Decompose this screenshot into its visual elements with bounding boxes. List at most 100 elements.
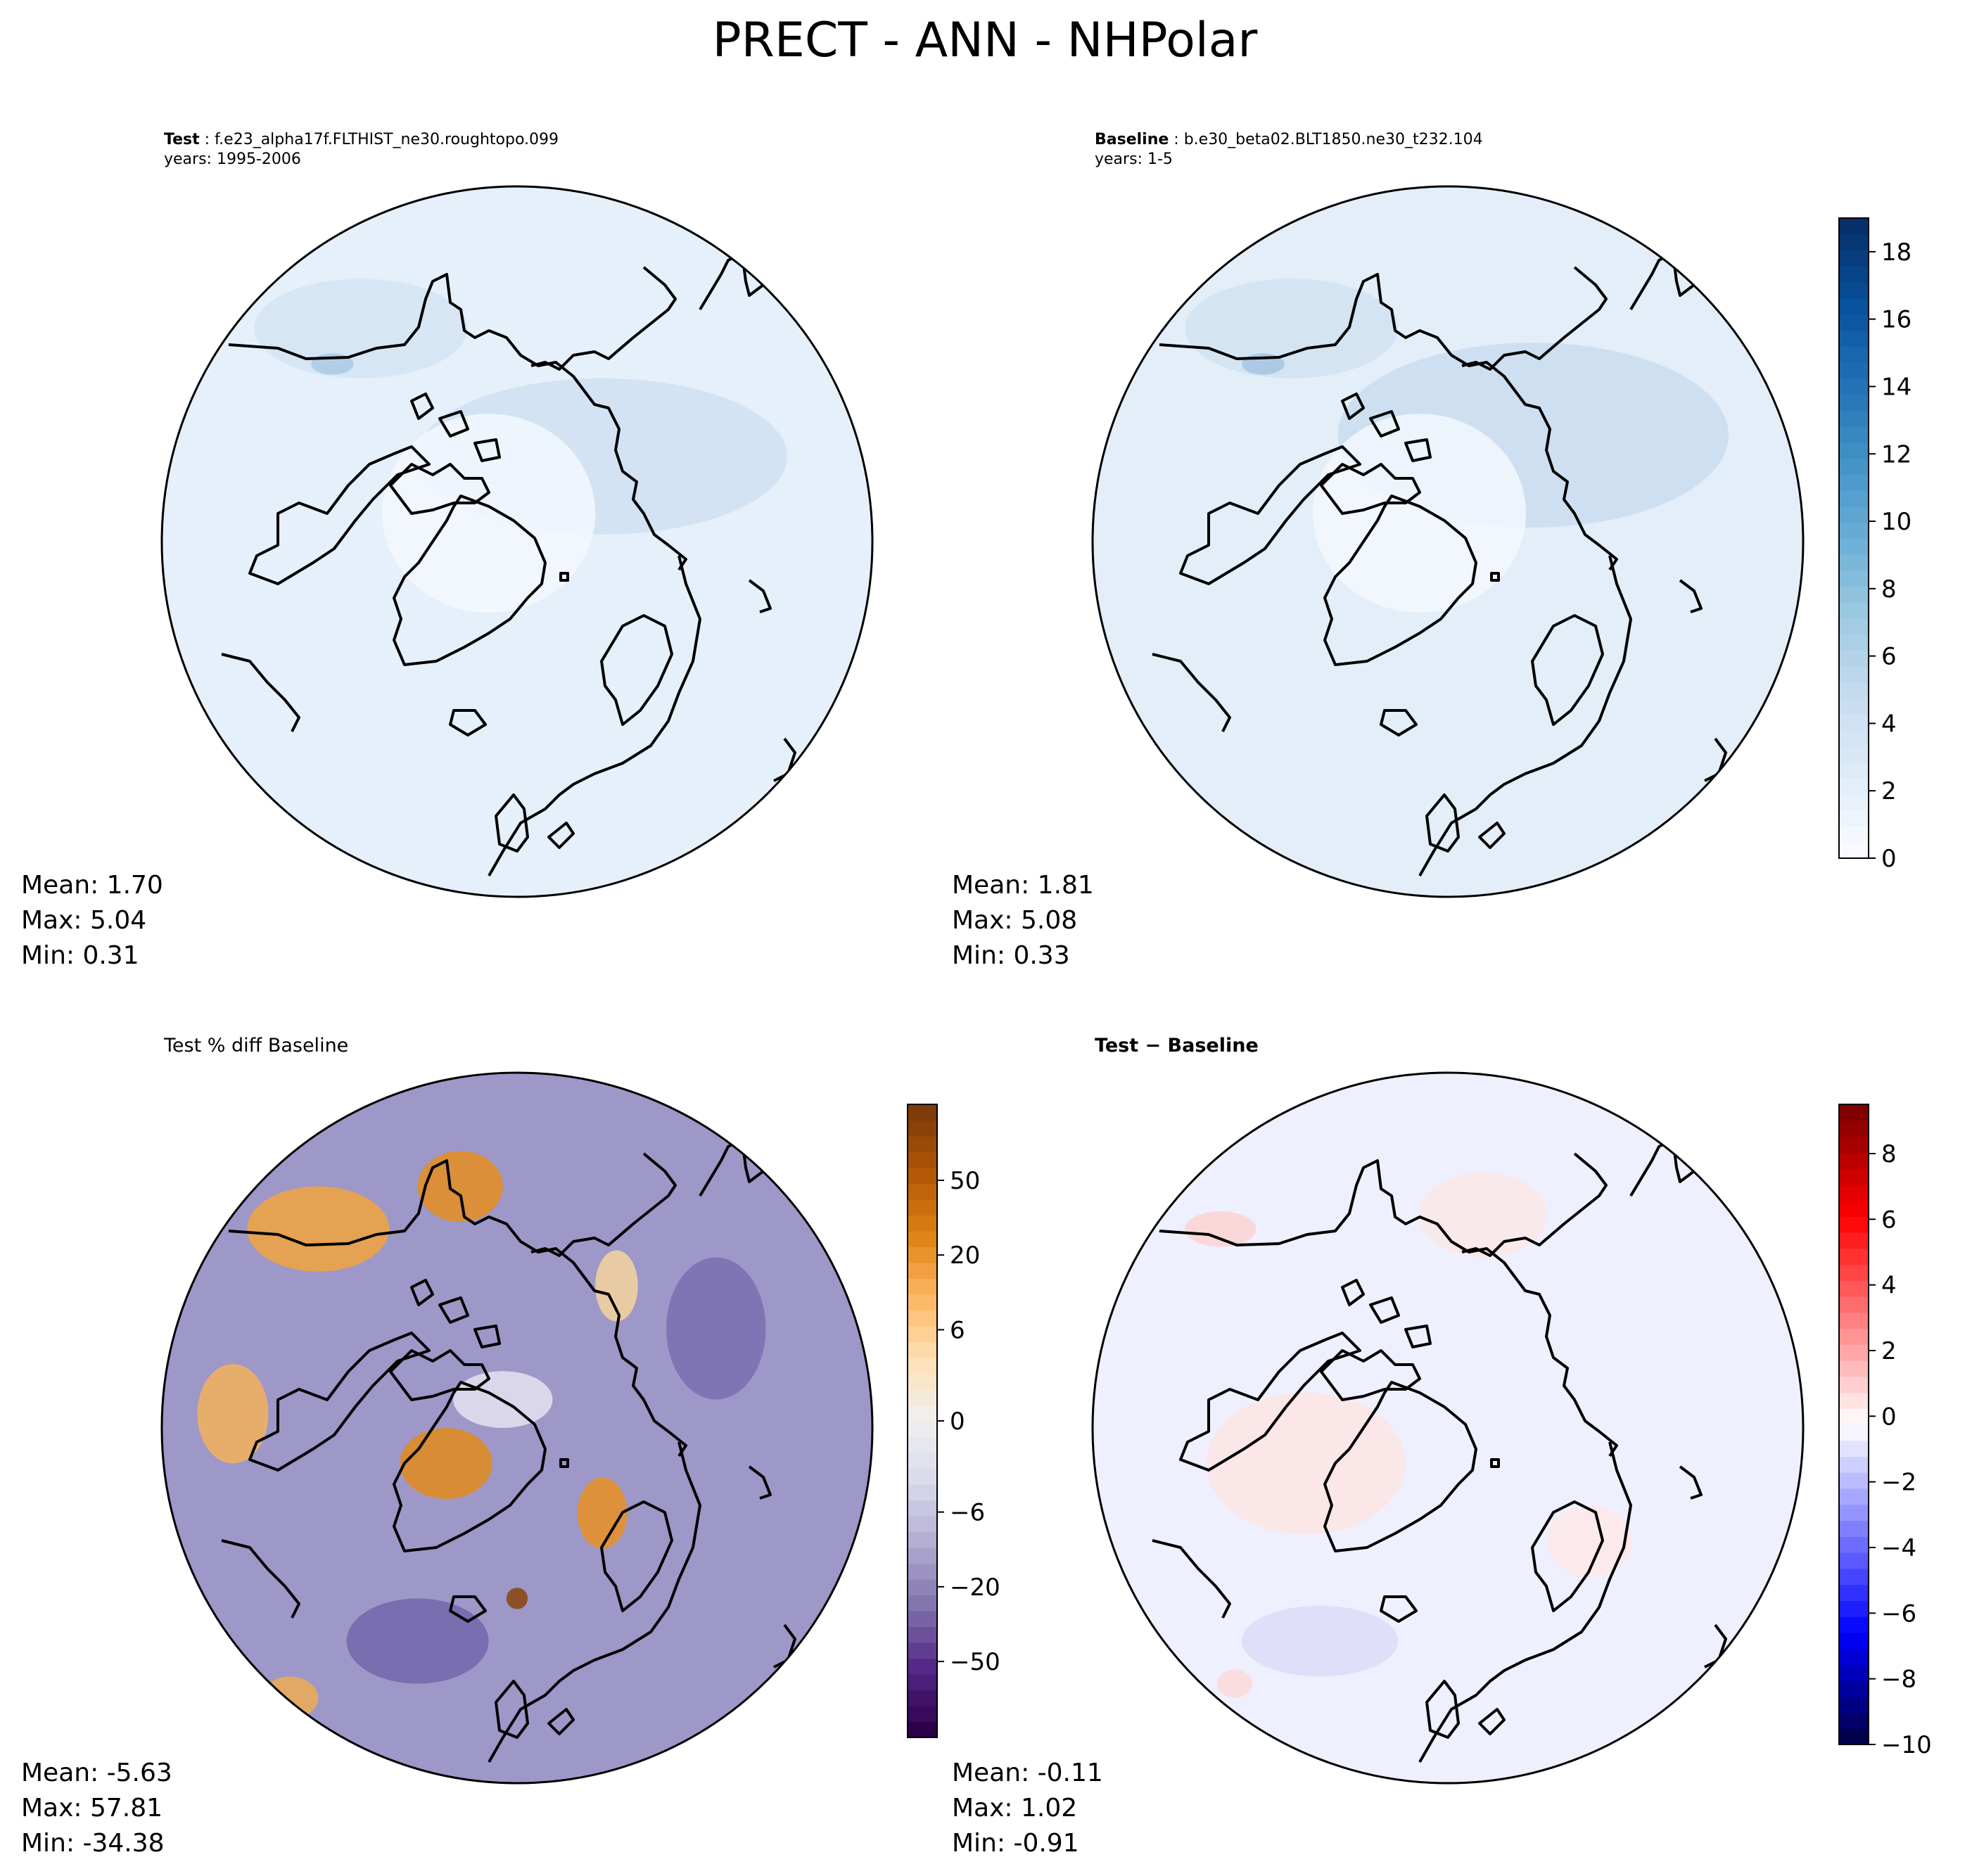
colorbar-level bbox=[1839, 1264, 1869, 1281]
colorbar-level bbox=[1839, 602, 1869, 619]
colorbar-level bbox=[908, 1626, 937, 1643]
panel-title-baseline: Baseline : b.e30_beta02.BLT1850.ne30_t23… bbox=[1095, 131, 1483, 148]
field-patch bbox=[577, 1477, 628, 1549]
field-patch bbox=[247, 1186, 390, 1272]
colorbar-level bbox=[1839, 1568, 1869, 1585]
map-boundary bbox=[160, 1071, 874, 1785]
field-patch bbox=[1547, 1506, 1633, 1578]
colorbar-level bbox=[1839, 1152, 1869, 1169]
colorbar-level bbox=[908, 1579, 937, 1596]
colorbar-level bbox=[1839, 266, 1869, 283]
colorbar-level bbox=[1839, 1408, 1869, 1425]
colorbar-level bbox=[1839, 650, 1869, 667]
colorbar-level bbox=[1839, 1664, 1869, 1681]
figure-title: PRECT - ANN - NHPolar bbox=[713, 13, 1258, 68]
colorbar-level bbox=[1839, 1712, 1869, 1729]
colorbar-level bbox=[1839, 282, 1869, 299]
colorbar-tick-label: 8 bbox=[1881, 1140, 1897, 1168]
panel-title-diff: Test − Baseline bbox=[1095, 1035, 1259, 1057]
colorbar-tick-label: 4 bbox=[1881, 1272, 1897, 1300]
colorbar-level bbox=[1839, 1104, 1869, 1121]
colorbar-level bbox=[908, 1136, 937, 1153]
colorbar-level bbox=[1839, 810, 1869, 827]
colorbar-level bbox=[1839, 490, 1869, 507]
colorbar-level bbox=[908, 1104, 937, 1121]
colorbar-level bbox=[908, 1468, 937, 1485]
colorbar-frame bbox=[1838, 1104, 1869, 1745]
colorbar-tick-label: 6 bbox=[1881, 643, 1897, 671]
field-patch bbox=[346, 1598, 489, 1684]
stat-max-diff: Max: 1.02 bbox=[952, 1794, 1077, 1823]
colorbar-cb-main: 0 2 4 6 8 10 12 14 16 18 bbox=[1838, 217, 1911, 873]
colorbar-level bbox=[908, 1611, 937, 1628]
colorbar-tick-label: 2 bbox=[1881, 1337, 1897, 1365]
colorbar-level bbox=[1839, 1584, 1869, 1601]
colorbar-level bbox=[1839, 346, 1869, 363]
colorbar-level bbox=[1839, 1520, 1869, 1537]
colorbar-level bbox=[1839, 314, 1869, 331]
colorbar-level bbox=[1839, 1600, 1869, 1617]
panel-title-bold: Test − Baseline bbox=[1095, 1035, 1259, 1057]
colorbar-tick-label: 20 bbox=[950, 1242, 980, 1270]
colorbar-level bbox=[908, 1484, 937, 1501]
colorbar-level bbox=[1839, 1232, 1869, 1249]
colorbar-level bbox=[1839, 298, 1869, 315]
panel-title-text: Test % diff Baseline bbox=[163, 1035, 348, 1057]
panel-title-bold: Baseline bbox=[1095, 131, 1169, 148]
field-patch bbox=[1313, 414, 1527, 613]
stat-mean-diff: Mean: -0.11 bbox=[952, 1759, 1103, 1787]
panel-title-text: : f.e23_alpha17f.FLTHIST_ne30.roughtopo.… bbox=[200, 131, 559, 148]
panel-subtitle-test: years: 1995-2006 bbox=[164, 151, 301, 168]
colorbar-level bbox=[908, 1263, 937, 1280]
stat-mean-pctdiff: Mean: -5.63 bbox=[21, 1759, 172, 1787]
stat-min-test: Min: 0.31 bbox=[21, 941, 139, 970]
colorbar-cb-pct: 50 20 6 0 −6 −20 −50 bbox=[907, 1104, 1000, 1738]
colorbar-level bbox=[1839, 538, 1869, 555]
colorbar-level bbox=[1839, 362, 1869, 379]
colorbar-level bbox=[1839, 474, 1869, 491]
colorbar-level bbox=[908, 1358, 937, 1374]
field-patch bbox=[666, 1257, 766, 1400]
colorbar-level bbox=[908, 1310, 937, 1327]
colorbar-tick-label: 8 bbox=[1881, 575, 1897, 604]
colorbar-tick-label: −8 bbox=[1881, 1666, 1916, 1694]
colorbar-level bbox=[908, 1326, 937, 1343]
colorbar-level bbox=[1839, 1424, 1869, 1441]
colorbar-level bbox=[908, 1674, 937, 1691]
colorbar-level bbox=[1839, 1136, 1869, 1153]
colorbar-level bbox=[1839, 218, 1869, 235]
colorbar-level bbox=[1839, 1504, 1869, 1521]
colorbar-level bbox=[1839, 1456, 1869, 1473]
colorbar-cb-diff: 8 6 4 2 0 −2 −4 −6 −8 −10 bbox=[1838, 1104, 1932, 1759]
colorbar-level bbox=[1839, 1248, 1869, 1265]
map-boundary bbox=[1091, 1071, 1805, 1785]
colorbar-level bbox=[1839, 234, 1869, 251]
colorbar-level bbox=[1839, 1632, 1869, 1650]
polar-map-test bbox=[160, 185, 874, 898]
stat-min-baseline: Min: 0.33 bbox=[952, 941, 1070, 970]
colorbar-tick-label: −6 bbox=[950, 1499, 985, 1527]
polar-map-diff bbox=[1091, 1071, 1805, 1785]
colorbar-level bbox=[1839, 506, 1869, 523]
colorbar-level bbox=[1839, 250, 1869, 267]
colorbar-level bbox=[1839, 1360, 1869, 1377]
field-patch bbox=[1185, 1211, 1257, 1247]
stat-min-pctdiff: Min: -34.38 bbox=[21, 1829, 165, 1858]
colorbar-level bbox=[1839, 1472, 1869, 1489]
colorbar-tick-label: 6 bbox=[1881, 1206, 1897, 1234]
colorbar-tick-label: 6 bbox=[950, 1316, 965, 1344]
colorbar-level bbox=[1839, 394, 1869, 411]
colorbar-level bbox=[908, 1405, 937, 1422]
colorbar-tick-label: −2 bbox=[1881, 1469, 1916, 1497]
colorbar-level bbox=[1839, 618, 1869, 635]
panel-title-pctdiff: Test % diff Baseline bbox=[163, 1035, 348, 1057]
colorbar-level bbox=[1839, 554, 1869, 571]
colorbar-level bbox=[1839, 714, 1869, 731]
colorbar-level bbox=[908, 1341, 937, 1358]
colorbar-level bbox=[1839, 634, 1869, 651]
colorbar-level bbox=[1839, 1648, 1869, 1665]
colorbar-level bbox=[908, 1690, 937, 1706]
colorbar-level bbox=[908, 1120, 937, 1137]
colorbar-level bbox=[908, 1642, 937, 1659]
